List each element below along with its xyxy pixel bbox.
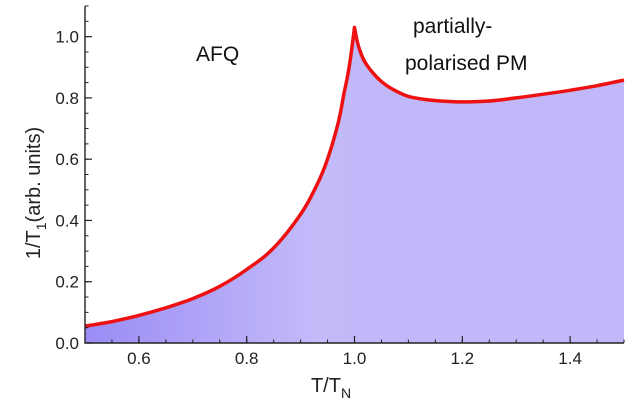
area-fill bbox=[85, 27, 624, 344]
x-tick-label: 1.0 bbox=[343, 349, 367, 368]
y-tick-label: 0.8 bbox=[55, 89, 79, 108]
x-tick-label: 0.6 bbox=[127, 349, 151, 368]
line-layer bbox=[84, 25, 625, 328]
x-tick-label: 0.8 bbox=[235, 349, 259, 368]
annotation-pm-line2: polarised PM bbox=[405, 52, 528, 75]
series-line bbox=[84, 25, 625, 328]
y-axis-label: 1/T1(arb. units) bbox=[23, 127, 49, 259]
axis-layer: 0.6 0.8 1.0 1.2 1.4 0.0 0.2 0.4 0.6 0.8 1.0 bbox=[55, 5, 625, 368]
annotation-pm-line1: partially- bbox=[413, 15, 492, 38]
y-tick-label: 0.0 bbox=[55, 334, 79, 353]
annotation-afq: AFQ bbox=[196, 43, 239, 66]
y-tick-label: 0.6 bbox=[55, 150, 79, 169]
y-axis-label-sub: 1 bbox=[33, 222, 49, 230]
x-axis-label: T/TN bbox=[311, 375, 351, 401]
y-axis-label-post: (arb. units) bbox=[23, 127, 45, 223]
y-tick-label: 1.0 bbox=[55, 28, 79, 47]
x-axis-label-main: T/T bbox=[311, 375, 341, 397]
y-tick-label: 0.2 bbox=[55, 273, 79, 292]
area-layer bbox=[85, 27, 624, 344]
x-axis-label-sub: N bbox=[341, 385, 351, 401]
y-tick-label: 0.4 bbox=[55, 211, 79, 230]
y-axis-label-pre: 1/T bbox=[23, 230, 45, 259]
x-tick-label: 1.4 bbox=[558, 349, 582, 368]
label-layer: AFQ partially- polarised PM T/TN 1/T1(ar… bbox=[23, 15, 528, 401]
x-tick-label: 1.2 bbox=[450, 349, 474, 368]
